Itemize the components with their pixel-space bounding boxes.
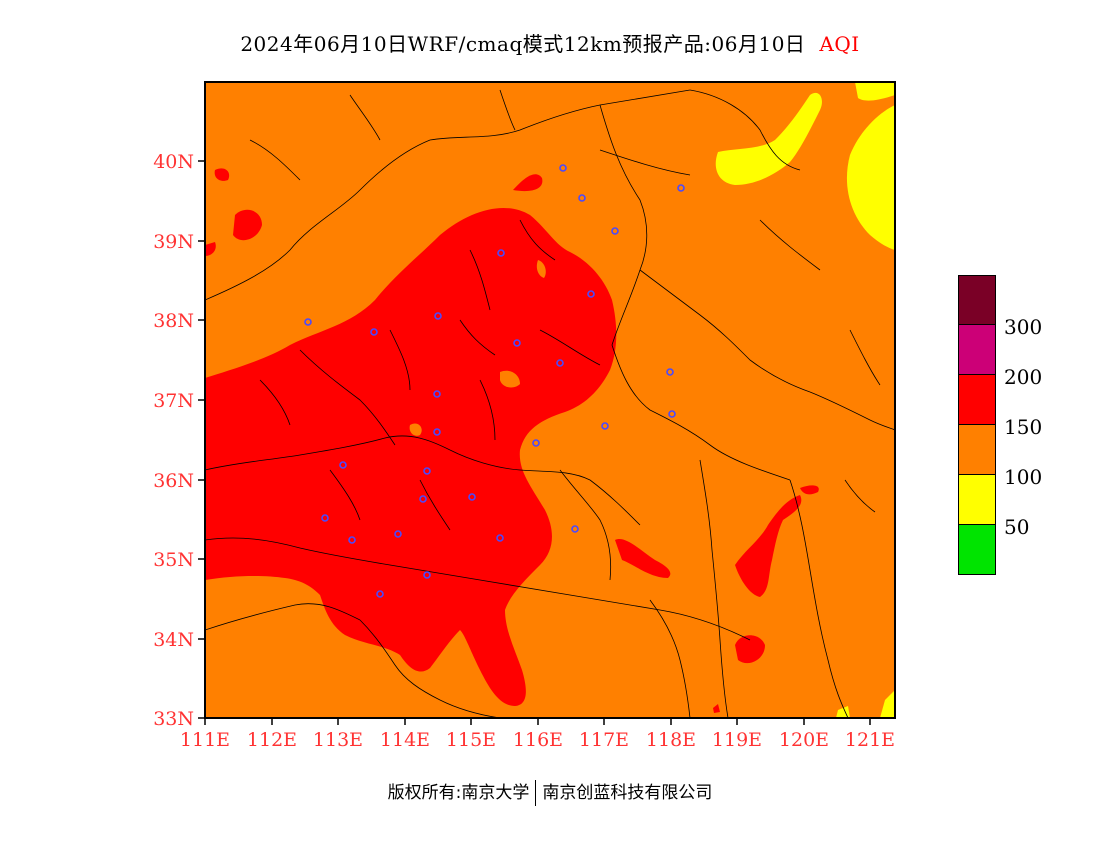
map-title: 2024年06月10日WRF/cmaq模式12km预报产品:06月10日 AQI xyxy=(0,28,1100,57)
legend-label: 300 xyxy=(1004,315,1043,339)
lat-label: 37N xyxy=(153,390,194,412)
lon-label: 115E xyxy=(446,729,496,751)
axis-ticks xyxy=(198,160,871,725)
copyright-right: 南京创蓝科技有限公司 xyxy=(542,783,713,803)
red-patch-8 xyxy=(735,635,765,664)
yellow-zone-bottom xyxy=(880,690,895,718)
orange-island-1 xyxy=(536,260,546,278)
station-markers xyxy=(304,164,685,598)
legend-swatch xyxy=(958,325,996,375)
lon-label: 117E xyxy=(579,729,629,751)
red-patch-4 xyxy=(205,242,216,256)
red-patch-7 xyxy=(800,485,819,495)
lat-label: 40N xyxy=(153,151,194,173)
lat-label: 35N xyxy=(153,549,194,571)
lon-label: 120E xyxy=(779,729,829,751)
red-zone-west-hook xyxy=(205,398,265,455)
yellow-zone-top xyxy=(855,82,895,101)
lon-label: 118E xyxy=(646,729,696,751)
red-patch-3 xyxy=(513,174,543,192)
lon-label: 121E xyxy=(845,729,895,751)
lat-label: 39N xyxy=(153,231,194,253)
legend-label: 100 xyxy=(1004,465,1043,489)
lat-label: 33N xyxy=(153,708,194,730)
lon-label: 114E xyxy=(380,729,430,751)
red-patch-1 xyxy=(233,209,262,241)
footer-divider xyxy=(535,780,537,806)
legend-label: 200 xyxy=(1004,365,1043,389)
copyright-left: 版权所有:南京大学 xyxy=(387,783,530,803)
legend-label: 150 xyxy=(1004,415,1043,439)
yellow-zone-northeast xyxy=(846,105,895,250)
red-zone-main xyxy=(205,207,617,706)
lat-label: 34N xyxy=(153,629,194,651)
copyright-footer: 版权所有:南京大学 南京创蓝科技有限公司 xyxy=(0,778,1100,806)
legend-swatch xyxy=(958,275,996,325)
legend-swatch xyxy=(958,475,996,525)
yellow-zone-coast xyxy=(715,92,822,185)
title-aqi: AQI xyxy=(819,32,860,56)
lon-label: 119E xyxy=(712,729,762,751)
boundary-lines xyxy=(205,89,895,718)
legend-swatch xyxy=(958,425,996,475)
title-text: 2024年06月10日WRF/cmaq模式12km预报产品:06月10日 xyxy=(240,32,806,56)
aqi-legend: 300 200 150 100 50 xyxy=(958,275,1042,575)
lon-label: 116E xyxy=(513,729,563,751)
lat-label: 36N xyxy=(153,470,194,492)
red-patch-6 xyxy=(735,495,802,597)
red-patch-9 xyxy=(713,704,720,713)
lon-label: 111E xyxy=(180,729,230,751)
lon-label: 112E xyxy=(247,729,297,751)
lon-label: 113E xyxy=(313,729,363,751)
lat-label: 38N xyxy=(153,310,194,332)
legend-swatch xyxy=(958,375,996,425)
red-patch-2 xyxy=(214,168,230,181)
red-patch-5 xyxy=(615,539,671,578)
legend-label: 50 xyxy=(1004,515,1030,539)
legend-swatch xyxy=(958,525,996,575)
orange-island-3 xyxy=(409,423,422,436)
orange-island-2 xyxy=(500,370,520,388)
